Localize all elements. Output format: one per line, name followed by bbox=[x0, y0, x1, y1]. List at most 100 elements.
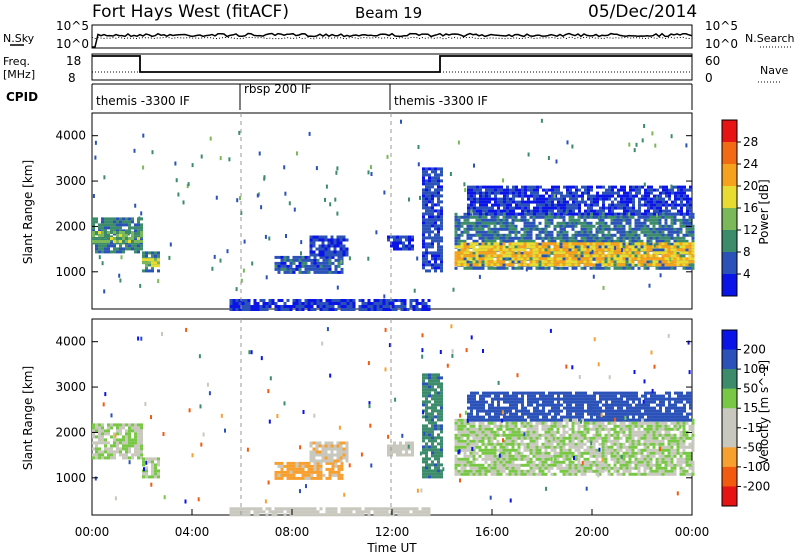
echo-cell bbox=[509, 188, 512, 192]
echo-cell bbox=[671, 200, 674, 204]
echo-cell bbox=[605, 191, 608, 195]
echo-cell bbox=[437, 457, 440, 461]
echo-cell bbox=[104, 247, 107, 251]
echo-cell bbox=[454, 260, 458, 264]
echo-cell bbox=[470, 191, 473, 195]
echo-cell bbox=[289, 467, 293, 471]
echo-cell bbox=[283, 264, 287, 268]
echo-cell bbox=[235, 302, 239, 305]
echo-cell bbox=[574, 421, 578, 425]
echo-cell bbox=[538, 236, 542, 240]
echo-cell bbox=[431, 197, 434, 201]
echo-cell bbox=[491, 212, 494, 216]
echo-cell bbox=[628, 236, 632, 240]
echo-cell bbox=[589, 227, 593, 231]
echo-cell bbox=[328, 270, 332, 274]
echo-cell bbox=[487, 448, 491, 452]
echo-cell bbox=[535, 430, 539, 434]
echo-cell bbox=[568, 251, 572, 255]
echo-cell bbox=[544, 439, 548, 443]
echo-cell bbox=[686, 200, 689, 204]
echo-cell bbox=[595, 466, 599, 470]
echo-cell bbox=[370, 308, 374, 311]
echo-cell bbox=[574, 448, 578, 452]
echo-cell bbox=[322, 473, 326, 477]
echo-cell bbox=[460, 448, 464, 452]
echo-cell bbox=[116, 234, 119, 237]
echo-cell bbox=[647, 197, 650, 201]
echo-cell bbox=[602, 200, 605, 204]
echo-cell bbox=[399, 447, 402, 451]
echo-cell bbox=[533, 200, 536, 204]
echo-cell bbox=[422, 173, 425, 177]
echo-cell bbox=[607, 248, 611, 252]
echo-cell bbox=[473, 191, 476, 195]
echo-cell bbox=[95, 435, 98, 439]
echo-cell bbox=[440, 239, 443, 243]
echo-cell bbox=[535, 254, 539, 258]
speckle-mark bbox=[300, 240, 303, 245]
echo-cell bbox=[505, 445, 509, 449]
echo-cell bbox=[434, 382, 437, 386]
echo-cell bbox=[568, 454, 572, 458]
echo-cell bbox=[601, 463, 605, 467]
echo-cell bbox=[487, 427, 491, 431]
echo-cell bbox=[518, 203, 521, 207]
echo-cell bbox=[92, 453, 95, 457]
echo-cell bbox=[466, 260, 470, 264]
echo-cell bbox=[598, 236, 602, 240]
echo-cell bbox=[661, 239, 665, 243]
echo-cell bbox=[425, 230, 428, 234]
echo-cell bbox=[512, 197, 515, 201]
echo-cell bbox=[601, 242, 605, 246]
echo-cell bbox=[502, 236, 506, 240]
echo-cell bbox=[485, 206, 488, 210]
echo-cell bbox=[562, 466, 566, 470]
echo-cell bbox=[560, 197, 563, 201]
echo-cell bbox=[682, 248, 686, 252]
echo-cell bbox=[508, 469, 512, 473]
echo-cell bbox=[454, 421, 458, 425]
echo-cell bbox=[563, 200, 566, 204]
echo-cell bbox=[586, 430, 590, 434]
echo-cell bbox=[437, 257, 440, 261]
echo-cell bbox=[625, 248, 629, 252]
echo-cell bbox=[547, 263, 551, 267]
echo-cell bbox=[110, 231, 113, 234]
echo-cell bbox=[571, 251, 575, 255]
echo-cell bbox=[472, 430, 476, 434]
echo-cell bbox=[556, 427, 560, 431]
echo-cell bbox=[592, 448, 596, 452]
echo-cell bbox=[616, 221, 620, 225]
echo-cell bbox=[646, 251, 650, 255]
echo-cell bbox=[596, 209, 599, 213]
echo-cell bbox=[298, 476, 302, 480]
echo-cell bbox=[511, 242, 515, 246]
echo-cell bbox=[557, 197, 560, 201]
echo-cell bbox=[125, 231, 128, 234]
cpid-segment-1: themis -3300 IF bbox=[96, 94, 190, 108]
echo-cell bbox=[559, 469, 563, 473]
echo-cell bbox=[469, 254, 473, 258]
echo-cell bbox=[577, 215, 581, 219]
speckle-mark bbox=[142, 133, 145, 138]
echo-cell bbox=[134, 250, 137, 254]
echo-cell bbox=[514, 427, 518, 431]
echo-cell bbox=[650, 188, 653, 192]
echo-cell bbox=[253, 302, 257, 305]
echo-cell bbox=[339, 235, 343, 239]
echo-cell bbox=[680, 191, 683, 195]
echo-cell bbox=[427, 299, 431, 302]
echo-cell bbox=[342, 250, 346, 254]
echo-cell bbox=[500, 197, 503, 201]
echo-cell bbox=[473, 203, 476, 207]
echo-cell bbox=[673, 245, 677, 249]
echo-cell bbox=[440, 415, 443, 419]
echo-cell bbox=[116, 426, 119, 430]
echo-cell bbox=[274, 264, 278, 268]
echo-cell bbox=[110, 235, 113, 239]
echo-cell bbox=[619, 263, 623, 267]
echo-cell bbox=[514, 227, 518, 231]
echo-cell bbox=[526, 236, 530, 240]
echo-cell bbox=[565, 224, 569, 228]
